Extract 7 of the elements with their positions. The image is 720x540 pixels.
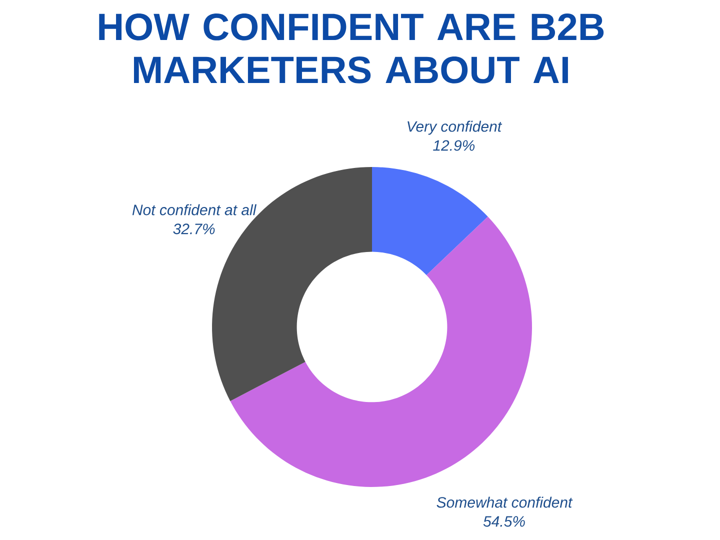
data-label: 54.5% [483,516,525,527]
slice-label: Very confident [408,120,502,135]
slice-label: Somewhat confident [436,496,573,508]
data-label: 32.7% [173,224,215,234]
chart-title: HOW CONFIDENT ARE B2B MARKETERS ABOUT AI [99,14,604,84]
slice-label: Not confident at all [132,204,257,216]
data-label: 12.9% [433,140,475,151]
